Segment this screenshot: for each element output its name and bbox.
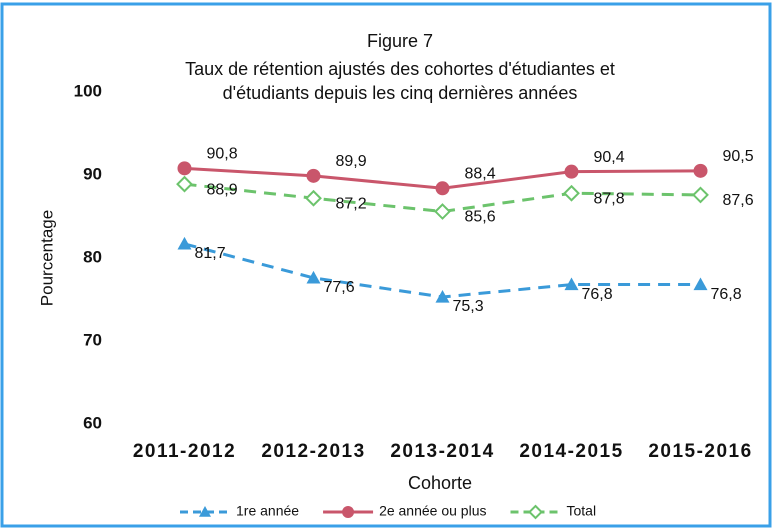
y-axis-label: Pourcentage (37, 210, 56, 306)
data-label: 89,9 (336, 153, 367, 170)
marker (435, 181, 450, 196)
marker (563, 184, 580, 202)
y-tick-label: 100 (74, 81, 102, 100)
chart-title: Figure 7 (367, 31, 433, 51)
data-label: 90,4 (594, 149, 625, 166)
marker (693, 163, 708, 178)
legend-label: Total (567, 503, 597, 519)
marker (435, 290, 450, 303)
y-tick-label: 70 (83, 330, 102, 349)
data-label: 90,5 (723, 148, 754, 165)
marker (564, 164, 579, 179)
x-tick-label: 2013-2014 (390, 441, 494, 462)
marker (177, 236, 192, 250)
data-label: 76,8 (711, 286, 742, 303)
marker (176, 175, 193, 193)
marker (306, 168, 321, 183)
x-tick-label: 2014-2015 (519, 441, 623, 462)
data-label: 81,7 (195, 245, 226, 262)
x-tick-label: 2012-2013 (261, 441, 365, 462)
chart-subtitle: Taux de rétention ajustés des cohortes d… (185, 59, 615, 79)
legend-label: 1re année (236, 503, 299, 519)
y-tick-label: 80 (83, 247, 102, 266)
marker (305, 189, 322, 207)
legend-label: 2e année ou plus (379, 503, 486, 519)
x-tick-label: 2011-2012 (133, 441, 236, 462)
data-label: 76,8 (582, 286, 613, 303)
marker (564, 277, 579, 291)
data-label: 85,6 (465, 209, 496, 226)
data-label: 87,2 (336, 195, 367, 212)
x-tick-label: 2015-2016 (648, 441, 752, 462)
data-label: 87,8 (594, 190, 625, 207)
data-label: 88,9 (207, 181, 238, 198)
marker (306, 270, 321, 284)
marker (693, 277, 708, 291)
x-axis-label: Cohorte (408, 473, 472, 493)
series-line (184, 182, 701, 214)
y-tick-label: 60 (83, 413, 102, 432)
chart-subtitle: d'étudiants depuis les cinq dernières an… (223, 83, 578, 103)
y-tick-label: 90 (83, 164, 102, 183)
marker (177, 161, 192, 176)
data-label: 88,4 (465, 165, 496, 182)
marker (434, 203, 451, 220)
legend-marker (528, 504, 543, 520)
data-label: 77,6 (324, 279, 355, 296)
data-label: 87,6 (723, 192, 754, 209)
marker (692, 186, 709, 204)
data-label: 75,3 (453, 298, 484, 315)
legend-marker (342, 506, 355, 518)
data-label: 90,8 (207, 146, 238, 163)
legend-marker (199, 506, 211, 517)
